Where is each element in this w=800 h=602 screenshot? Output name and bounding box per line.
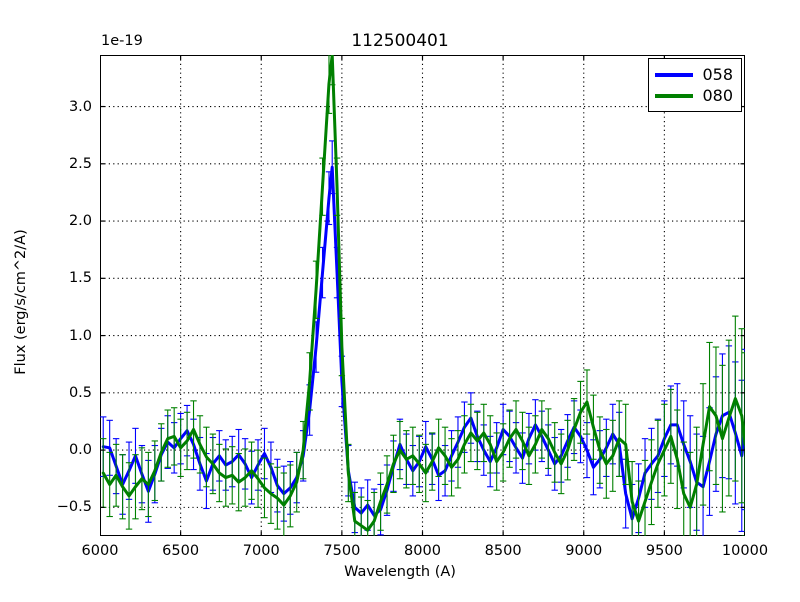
- x-tick-label: 10000: [721, 543, 769, 559]
- y-tick-label: 2.0: [68, 213, 92, 230]
- y-tick-label: 0.5: [68, 384, 92, 401]
- x-tick-label: 9000: [565, 543, 603, 559]
- legend-item-058[interactable]: 058: [655, 64, 733, 85]
- legend-label: 058: [702, 65, 733, 84]
- y-axis-label: Flux (erg/s/cm^2/A): [13, 229, 29, 375]
- x-tick-label: 6500: [162, 543, 200, 559]
- y-tick-label: 1.0: [68, 327, 92, 344]
- legend-item-080[interactable]: 080: [655, 85, 733, 106]
- y-axis-exponent-label: 1e-19: [101, 33, 143, 49]
- y-tick-label: 0.0: [68, 442, 92, 459]
- legend-line-swatch-icon: [655, 93, 694, 98]
- spectrum-plot: [100, 55, 745, 536]
- x-tick-label: 7000: [242, 543, 280, 559]
- x-tick-label: 9500: [645, 543, 683, 559]
- plot-area: 058 080: [100, 55, 745, 536]
- x-tick-label: 8500: [484, 543, 522, 559]
- y-tick-label: 1.5: [68, 270, 92, 287]
- y-tick-label: 3.0: [68, 98, 92, 115]
- x-axis-label: Wavelength (A): [344, 564, 456, 580]
- x-tick-label: 7500: [323, 543, 361, 559]
- y-tick-label: −0.5: [56, 499, 92, 516]
- legend[interactable]: 058 080: [648, 58, 742, 112]
- x-tick-label: 8000: [404, 543, 441, 559]
- x-tick-label: 6000: [81, 543, 119, 559]
- legend-line-swatch-icon: [655, 72, 694, 77]
- y-tick-label: 2.5: [68, 155, 92, 172]
- legend-label: 080: [702, 86, 733, 105]
- page-title: 112500401: [351, 31, 449, 51]
